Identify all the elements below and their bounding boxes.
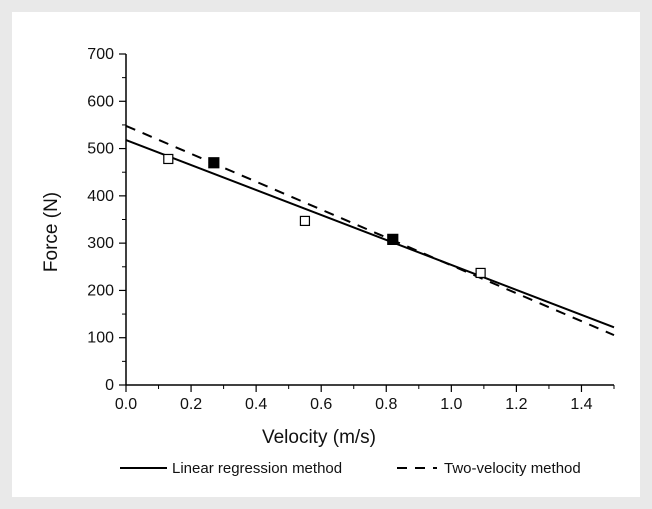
two-velocity-line — [125, 124, 615, 337]
y-tick-label: 600 — [87, 93, 114, 110]
legend: Linear regression method Two-velocity me… — [120, 460, 581, 477]
y-tick-label: 400 — [87, 188, 114, 205]
legend-label-linear: Linear regression method — [172, 460, 342, 477]
x-tick-label: 1.4 — [570, 396, 592, 413]
y-tick-label: 700 — [87, 46, 114, 63]
force-velocity-chart: 0 100 200 300 400 500 600 700 0.0 0.2 0.4 0.6 0.8 1.0… — [41, 46, 615, 477]
y-tick-label: 300 — [87, 235, 114, 252]
x-axis-title: Velocity (m/s) — [262, 427, 376, 448]
y-tick-label: 0 — [105, 377, 114, 394]
x-tick-label: 0.8 — [375, 396, 397, 413]
y-tick-label: 500 — [87, 141, 114, 158]
filled-square-point — [208, 157, 220, 169]
y-axis-title: Force (N) — [41, 192, 62, 272]
x-tick-label: 0.2 — [180, 396, 202, 413]
legend-label-two-velocity: Two-velocity method — [444, 460, 581, 477]
regression-line — [125, 139, 615, 329]
y-tick-label: 100 — [87, 330, 114, 347]
chart-panel: 0 100 200 300 400 500 600 700 0.0 0.2 0.4 0.6 0.8 1.0… — [12, 12, 640, 497]
x-tick-label: 1.2 — [505, 396, 527, 413]
filled-square-point — [387, 233, 399, 245]
open-square-point — [299, 215, 311, 227]
x-tick-label: 1.0 — [440, 396, 462, 413]
x-tick-label: 0.4 — [245, 396, 267, 413]
open-square-point — [475, 267, 486, 279]
open-square-point — [163, 153, 174, 165]
x-tick-label: 0.6 — [310, 396, 332, 413]
x-tick-label: 0.0 — [115, 396, 137, 413]
y-tick-label: 200 — [87, 282, 114, 299]
